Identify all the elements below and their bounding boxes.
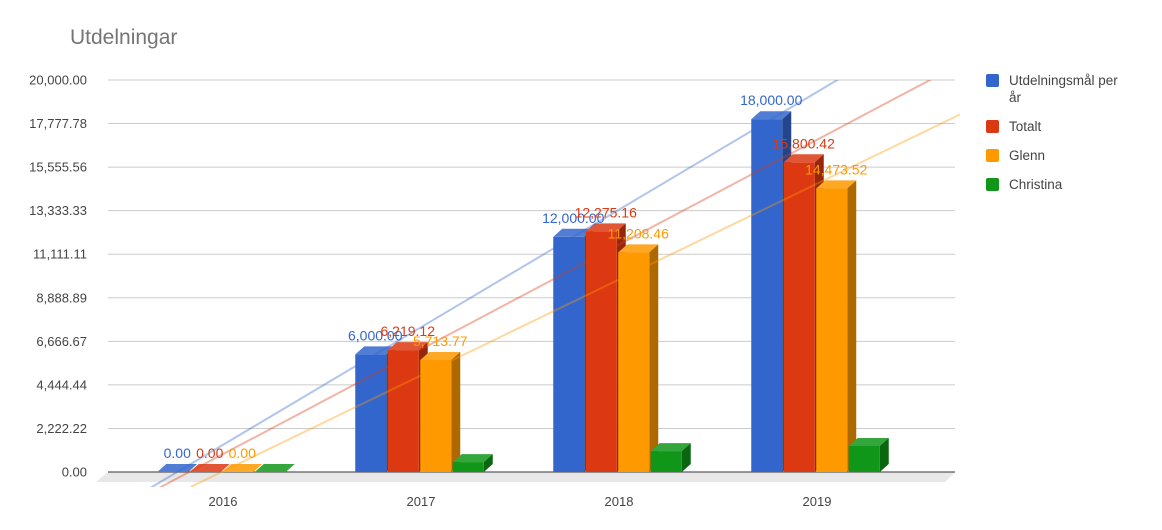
trendline xyxy=(158,80,933,487)
legend-swatch xyxy=(986,120,999,133)
y-tick-label: 15,555.56 xyxy=(29,160,87,175)
bar-top-face xyxy=(848,437,889,446)
bar-top-face xyxy=(783,154,824,163)
bar-front-face xyxy=(355,354,387,472)
data-labels: 0.00 0.00 0.00 6,000.006,219.125,713.77 12,0… xyxy=(164,92,868,461)
bar-front-face xyxy=(848,445,880,472)
y-tick-label: 8,888.89 xyxy=(36,290,87,305)
bar-side-face xyxy=(879,437,889,472)
bar-front-face xyxy=(751,119,783,472)
trendlines xyxy=(150,80,960,487)
bar-top-face xyxy=(222,464,263,472)
x-category-label: 2017 xyxy=(407,494,436,509)
y-tick-label: 17,777.78 xyxy=(29,116,87,131)
trendline xyxy=(150,80,840,487)
x-category-label: 2018 xyxy=(605,494,634,509)
trendline xyxy=(190,113,960,487)
y-tick-label: 6,666.67 xyxy=(36,334,87,349)
bar-top-face xyxy=(157,464,198,472)
bar xyxy=(816,180,857,472)
y-tick-label: 0.00 xyxy=(62,465,87,480)
legend-swatch xyxy=(986,74,999,87)
bar-top-face xyxy=(420,352,461,361)
bar-top-face xyxy=(751,111,792,120)
bar-side-face xyxy=(847,180,857,472)
bar-front-face xyxy=(420,360,452,472)
y-tick-label: 20,000.00 xyxy=(29,73,87,88)
legend-item[interactable]: Glenn xyxy=(986,147,1119,164)
data-label: 0.00 xyxy=(196,445,223,461)
bar-front-face xyxy=(387,350,419,472)
bar xyxy=(254,464,295,472)
bar xyxy=(157,464,198,472)
data-label: 12,275.16 xyxy=(575,204,637,220)
legend-label: Christina xyxy=(1009,177,1063,192)
data-label: 6,000.00 xyxy=(348,327,403,343)
y-tick-label: 2,222.22 xyxy=(36,421,87,436)
bar-side-face xyxy=(681,443,691,472)
bar-top-face xyxy=(618,244,659,253)
legend-swatch xyxy=(986,178,999,191)
bar-front-face xyxy=(816,188,848,472)
legend-item[interactable]: Totalt xyxy=(986,118,1119,135)
bars xyxy=(157,111,889,472)
data-label: 15,800.42 xyxy=(773,135,835,151)
bar-top-face xyxy=(650,443,691,452)
bar xyxy=(650,443,691,472)
legend-label: Totalt xyxy=(1009,119,1042,134)
bar-top-face xyxy=(387,342,428,351)
data-label: 0.00 xyxy=(164,445,191,461)
bar-front-face xyxy=(452,462,484,472)
bar-side-face xyxy=(483,454,493,472)
bar-top-face xyxy=(254,464,295,472)
bar xyxy=(618,244,659,472)
data-label: 0.00 xyxy=(229,445,256,461)
data-label: 6,219.12 xyxy=(381,323,436,339)
data-label: 12,000.00 xyxy=(542,210,604,226)
y-axis-ticks: 0.00 2,222.22 4,444.44 6,666.67 8,888.89 11,1… xyxy=(29,73,87,480)
chart-title: Utdelningar xyxy=(70,26,178,49)
y-tick-label: 11,111.11 xyxy=(33,247,87,262)
bar-top-face xyxy=(355,346,396,355)
bar xyxy=(420,352,461,472)
bar-front-face xyxy=(650,451,682,472)
legend: Utdelningsmål per år Totalt Glenn Christina xyxy=(986,72,1119,205)
legend-item[interactable]: Utdelningsmål per år xyxy=(986,72,1119,106)
bar-front-face xyxy=(585,231,617,472)
x-category-label: 2016 xyxy=(209,494,238,509)
bar-top-face xyxy=(189,464,230,472)
bar-front-face xyxy=(553,236,585,472)
data-label: 11,208.46 xyxy=(608,225,669,241)
y-tick-label: 13,333.33 xyxy=(29,203,87,218)
data-label: 14,473.52 xyxy=(805,161,867,177)
bar-top-face xyxy=(816,180,857,189)
legend-item[interactable]: Christina xyxy=(986,176,1119,193)
bar-front-face xyxy=(618,252,650,472)
bar-top-face xyxy=(585,223,626,232)
legend-label: Glenn xyxy=(1009,148,1046,163)
chart-floor-plane xyxy=(96,472,955,482)
chart-floor xyxy=(96,472,955,482)
x-category-label: 2019 xyxy=(803,494,832,509)
data-label: 18,000.00 xyxy=(740,92,802,108)
x-axis-categories: 2016 2017 2018 2019 xyxy=(209,494,832,509)
bar-side-face xyxy=(649,244,659,472)
bar-top-face xyxy=(452,454,493,463)
data-label: 5,713.77 xyxy=(413,333,468,349)
y-tick-label: 4,444.44 xyxy=(36,377,87,392)
bar xyxy=(222,464,263,472)
bar xyxy=(452,454,493,472)
bar xyxy=(189,464,230,472)
bar xyxy=(848,437,889,472)
legend-swatch xyxy=(986,149,999,162)
bar-front-face xyxy=(783,162,815,472)
bar-top-face xyxy=(553,228,594,237)
legend-label: Utdelningsmål per år xyxy=(1009,73,1118,105)
bar-side-face xyxy=(451,352,461,472)
